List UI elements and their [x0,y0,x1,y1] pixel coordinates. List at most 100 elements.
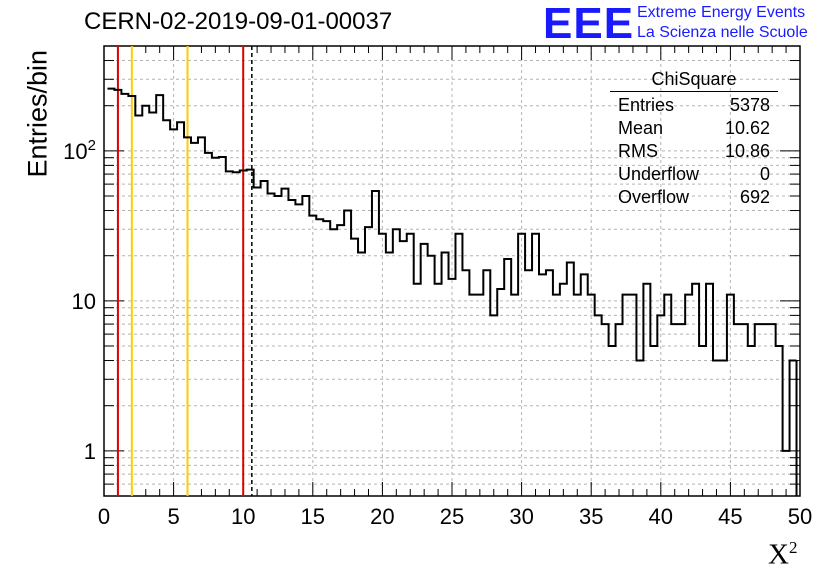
histogram-bin [372,191,379,496]
histogram-bin [337,225,344,496]
histogram-bin [114,90,121,496]
histogram-bin [776,346,783,496]
histogram-bin [351,239,358,496]
histogram-bin [275,196,282,496]
stats-value: 5378 [729,95,770,115]
histogram-bin [609,346,616,496]
histogram-bin [504,259,511,496]
histogram-bin [783,451,790,496]
histogram-bin [184,137,191,496]
histogram-bin [261,181,268,496]
stats-label: Entries [618,95,675,115]
stats-label: Overflow [618,187,690,207]
histogram-bin [323,221,330,496]
histogram-bin [748,346,755,496]
histogram-bin [414,284,421,496]
histogram-bin [268,193,275,496]
x-tick-label: 0 [98,504,110,529]
histogram-bin [685,295,692,496]
histogram-bin [790,361,797,496]
x-tick-label: 20 [370,504,394,529]
histogram-bin [288,200,295,496]
histogram-bin [699,346,706,496]
histogram-bin [421,244,428,496]
histogram-bin [476,295,483,496]
histogram-bin [407,234,414,496]
histogram-bin [309,216,316,496]
histogram-bin [595,315,602,496]
histogram-bin [567,263,574,496]
histogram-bin [734,324,741,496]
histogram-bin [741,324,748,496]
stats-value: 10.86 [724,141,770,161]
histogram-bin [386,253,393,496]
histogram-bin [629,295,636,496]
histogram-bin [344,211,351,496]
histogram-bin [643,284,650,496]
histogram-bin [762,324,769,496]
histogram-bin [156,95,163,496]
histogram-bin [518,234,525,496]
histogram-bin [678,324,685,496]
stats-row-entries: Entries 5378 [610,94,778,117]
histogram-bin [511,295,518,496]
histogram-bin [135,116,142,496]
histogram-bin [588,295,595,496]
x-tick-label: 35 [579,504,603,529]
histogram-bin [149,113,156,496]
histogram-bin [191,143,198,496]
histogram-bin [226,171,233,496]
x-tick-label: 50 [788,504,812,529]
histogram-bin [107,89,114,496]
histogram-bin [532,234,539,496]
histogram-bin [442,253,449,496]
stats-box: ChiSquare Entries 5378 Mean 10.62 RMS 10.86… [610,69,778,209]
histogram-bin [623,295,630,496]
histogram-bin [455,234,462,496]
x-axis-label: X2 [768,538,798,571]
histogram-bin [400,241,407,496]
histogram-bin [769,324,776,496]
histogram-bin [657,315,664,496]
run-title: CERN-02-2019-09-01-00037 [84,8,393,35]
histogram-bin [483,270,490,496]
stats-title: ChiSquare [610,69,778,92]
logo-line-1: Extreme Energy Events [637,4,806,21]
histogram-bin [755,324,762,496]
histogram-bin [240,170,247,496]
y-axis-label: Entries/bin [22,49,53,178]
histogram-bin [671,324,678,496]
stats-label: Mean [618,118,664,138]
histogram-bin [462,270,469,496]
histogram-bin [581,274,588,496]
histogram-bin [233,172,240,496]
histogram-bin [692,284,699,496]
eee-logo: EEE [543,0,635,48]
stats-row-rms: RMS 10.86 [610,140,778,163]
histogram-bin [219,157,226,496]
y-tick-label: 1 [84,439,96,464]
histogram-bin [212,158,219,496]
histogram-bin [650,346,657,496]
stats-row-mean: Mean 10.62 [610,117,778,140]
x-tick-label: 10 [231,504,255,529]
stats-value: 0 [759,164,770,184]
histogram-bin [170,129,177,496]
logo-line-2: La Scienza nelle Scuole [637,24,808,41]
histogram-bin [142,106,149,496]
x-tick-label: 30 [509,504,533,529]
histogram-bin [574,295,581,496]
histogram-bin [727,295,734,496]
histogram-bin [358,253,365,496]
histogram-bin [664,295,671,496]
histogram-bin [720,361,727,496]
x-tick-label: 25 [440,504,464,529]
histogram-bin [198,137,205,496]
histogram-bin [469,295,476,496]
stats-row-overflow: Overflow 692 [610,186,778,209]
x-tick-label: 5 [167,504,179,529]
y-tick-label: 10 [72,289,96,314]
stats-label: Underflow [618,164,700,184]
histogram-bin [163,120,170,496]
histogram-bin [254,187,261,496]
